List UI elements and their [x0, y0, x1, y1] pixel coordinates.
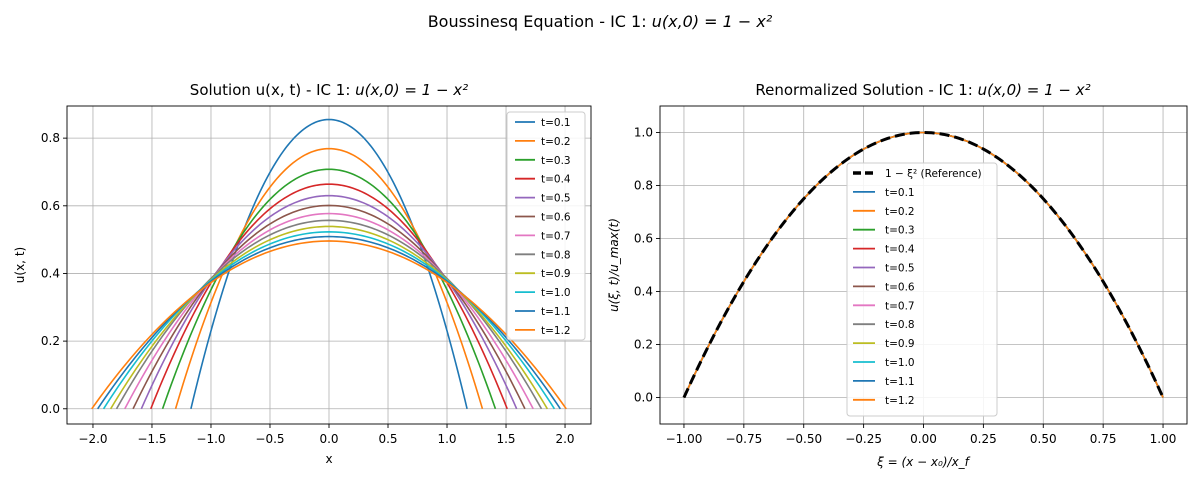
solution-plot-ticks: −2.0 −1.5 −1.0 −0.5 0.0 0.5 1.0 1.5 2.0 0.0 0.2 0.4… [41, 131, 575, 446]
renormalized-plot-ytick-label: 0.8 [634, 179, 653, 193]
renormalized-plot-ytick-label: 0.0 [634, 391, 653, 405]
legend-label: t=1.2 [541, 325, 571, 337]
series-line-t-0-5 [140, 194, 518, 410]
solution-plot-xtick-label: 0.0 [319, 432, 338, 446]
series-line-t-0-7 [124, 212, 534, 410]
solution-plot-xtick-label: −1.0 [196, 432, 225, 446]
legend-label: t=0.6 [541, 212, 571, 224]
solution-plot-title: Solution u(x, t) - IC 1: u(x,0) = 1 − x² [190, 81, 468, 99]
solution-plot-ytick-label: 0.8 [41, 131, 60, 145]
solution-plot-xtick-label: 1.5 [496, 432, 515, 446]
renormalized-plot-legend: 1 − ξ² (Reference) t=0.1 t=0.2 t=0.3 t=0.4 t=… [846, 162, 998, 417]
figure-suptitle: Boussinesq Equation - IC 1: u(x,0) = 1 −… [428, 12, 773, 31]
renormalized-plot-title-plain: Renormalized Solution - IC 1: [755, 81, 977, 99]
series-line-t-1-1 [97, 235, 561, 410]
renormalized-plot-xlabel: ξ = (x − x₀)/x_f [876, 455, 971, 469]
solution-plot-xtick-label: −0.5 [255, 432, 284, 446]
renormalized-plot-xtick-label: 0.50 [1030, 432, 1057, 446]
solution-plot-xtick-label: 2.0 [555, 432, 574, 446]
solution-plot-xtick-label: −2.0 [78, 432, 107, 446]
legend-label: t=0.9 [885, 338, 915, 350]
legend-label: t=1.0 [541, 287, 571, 299]
series-line-t-1-2 [91, 240, 567, 410]
figure-suptitle-plain: Boussinesq Equation - IC 1: [428, 12, 652, 31]
solution-plot-xtick-label: 1.0 [437, 432, 456, 446]
renormalized-plot-ytick-label: 0.4 [634, 285, 653, 299]
renormalized-plot: −1.00 −0.75 −0.50 −0.25 0.00 0.25 0.50 0.75 1.00… [607, 81, 1188, 469]
legend-label: t=1.1 [541, 306, 571, 318]
legend-label: t=0.6 [885, 281, 915, 293]
solution-plot-ytick-label: 0.0 [41, 402, 60, 416]
solution-plot-ytick-label: 0.4 [41, 266, 60, 280]
solution-plot-xlabel: x [325, 452, 332, 466]
legend-label: t=0.8 [885, 319, 915, 331]
renormalized-plot-legend-box [846, 162, 998, 417]
legend-label: t=0.5 [885, 263, 915, 275]
legend-label: t=0.9 [541, 268, 571, 280]
legend-label: t=0.1 [885, 187, 915, 199]
legend-label: t=1.0 [885, 357, 915, 369]
legend-label: t=0.7 [541, 230, 571, 242]
legend-label: t=0.3 [541, 155, 571, 167]
legend-label: t=1.1 [885, 376, 915, 388]
renormalized-plot-xtick-label: 0.00 [910, 432, 937, 446]
solution-plot-ylabel: u(x, t) [13, 247, 27, 283]
renormalized-plot-xtick-label: −0.75 [725, 432, 762, 446]
renormalized-plot-ytick-label: 0.6 [634, 232, 653, 246]
solution-plot-legend: t=0.1 t=0.2 t=0.3 t=0.4 t=0.5 t=0.6 t=0.7 t=0.8… [506, 111, 586, 341]
renormalized-plot-xtick-label: 0.25 [970, 432, 997, 446]
solution-plot-ytick-label: 0.6 [41, 199, 60, 213]
solution-plot-title-plain: Solution u(x, t) - IC 1: [190, 81, 355, 99]
renormalized-plot-title: Renormalized Solution - IC 1: u(x,0) = 1… [755, 81, 1090, 99]
renormalized-plot-curves [682, 130, 1165, 399]
legend-label: t=0.5 [541, 193, 571, 205]
legend-label: t=0.7 [885, 300, 915, 312]
legend-label: t=0.1 [541, 117, 571, 129]
legend-label: t=1.2 [885, 395, 915, 407]
renormalized-plot-ytick-label: 0.2 [634, 338, 653, 352]
solution-plot-xtick-label: 0.5 [378, 432, 397, 446]
renormalized-plot-ylabel: u(ξ, t)/u_max(t) [607, 218, 621, 312]
renormalized-plot-xtick-label: −1.00 [666, 432, 703, 446]
reference-curve [682, 130, 1165, 399]
renormalized-plot-xtick-label: −0.50 [785, 432, 822, 446]
renormalized-plot-xtick-label: −0.25 [845, 432, 882, 446]
legend-label: t=0.8 [541, 249, 571, 261]
solution-plot-legend-box [506, 111, 586, 341]
legend-label: t=0.2 [885, 206, 915, 218]
renormalized-plot-title-math: u(x,0) = 1 − x² [978, 81, 1091, 99]
solution-plot-xtick-label: −1.5 [137, 432, 166, 446]
renormalized-plot-ticks: −1.00 −0.75 −0.50 −0.25 0.00 0.25 0.50 0.75 1.00… [634, 126, 1176, 447]
solution-plot-title-math: u(x,0) = 1 − x² [355, 81, 468, 99]
series-line-t-0-9 [109, 225, 549, 410]
renormalized-plot-ytick-label: 1.0 [634, 126, 653, 140]
figure-suptitle-math: u(x,0) = 1 − x² [652, 12, 773, 31]
solution-plot-curves [91, 118, 567, 410]
renormalized-plot-xtick-label: 0.75 [1090, 432, 1117, 446]
legend-label: t=0.3 [885, 225, 915, 237]
series-line-t-0-6 [132, 204, 526, 410]
solution-plot: −2.0 −1.5 −1.0 −0.5 0.0 0.5 1.0 1.5 2.0 0.0 0.2 0.4… [13, 81, 592, 466]
legend-label: t=0.2 [541, 136, 571, 148]
solution-plot-ytick-label: 0.2 [41, 334, 60, 348]
series-line-t-1-0 [102, 231, 556, 410]
legend-label: 1 − ξ² (Reference) [885, 168, 982, 180]
legend-label: t=0.4 [885, 244, 915, 256]
legend-label: t=0.4 [541, 174, 571, 186]
renormalized-plot-xtick-label: 1.00 [1150, 432, 1177, 446]
